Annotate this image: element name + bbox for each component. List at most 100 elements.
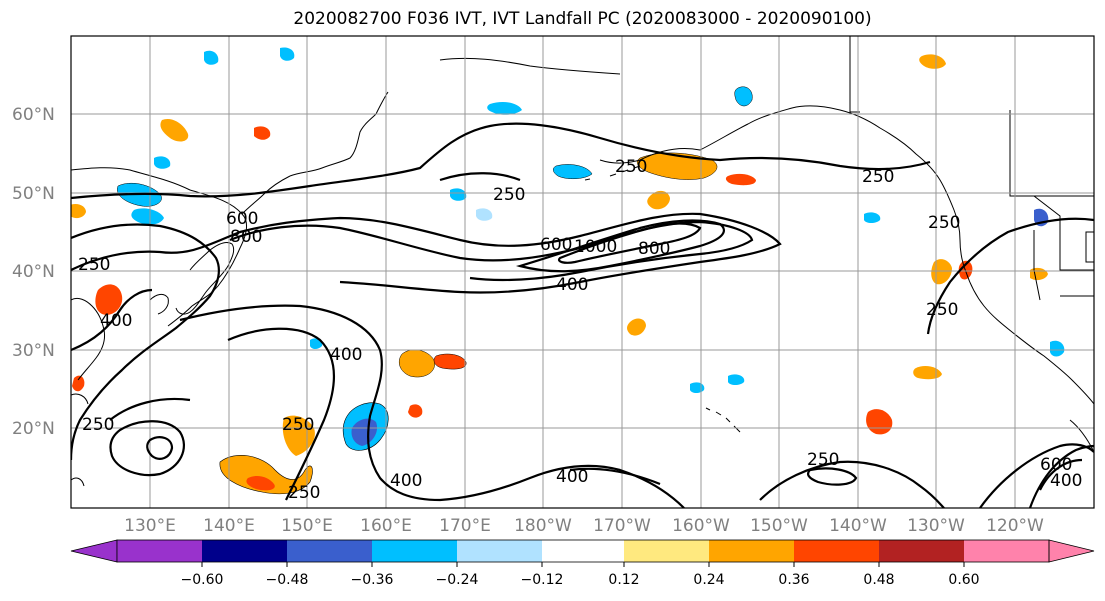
shade-blob <box>734 86 753 107</box>
border <box>1085 231 1094 263</box>
colorbar-tick-label: 0.60 <box>948 572 979 588</box>
shade-blob <box>95 284 123 315</box>
contour-label: 250 <box>807 450 839 470</box>
colorbar-frame <box>116 539 1050 563</box>
coastline <box>439 57 621 75</box>
coastline <box>241 175 291 215</box>
colorbar-segment <box>624 540 709 562</box>
colorbar-tick-label: 0.36 <box>778 572 809 588</box>
colorbar-segment <box>709 540 794 562</box>
lon-label: 160°E <box>360 516 412 536</box>
contour-label: 400 <box>390 471 422 491</box>
lat-label-60n: 60°N <box>12 105 55 125</box>
colorbar-tick-label: 0.12 <box>608 572 639 588</box>
coastlines <box>71 36 1094 487</box>
border <box>1010 195 1094 271</box>
map-title: 2020082700 F036 IVT, IVT Landfall PC (20… <box>293 9 872 29</box>
contour-250 <box>569 467 661 486</box>
lat-label-50n: 50°N <box>12 184 55 204</box>
lon-label: 150°E <box>281 516 333 536</box>
shade-blob <box>433 353 467 370</box>
contour-400 <box>71 212 782 294</box>
colorbar-segment <box>542 540 624 562</box>
contour-250 <box>926 217 1094 335</box>
lon-label: 140°E <box>203 516 255 536</box>
contour-250 <box>109 397 191 421</box>
shade-blob <box>647 190 670 210</box>
coastline <box>705 407 741 433</box>
contour-250 <box>71 223 220 461</box>
lat-label-40n: 40°N <box>12 262 55 282</box>
colorbar-tick-label: −0.60 <box>181 572 224 588</box>
coastline <box>71 393 89 405</box>
shade-blob <box>408 404 423 418</box>
contour-400 <box>179 304 685 508</box>
contour-400 <box>71 288 153 352</box>
contour-label: 600 <box>1040 455 1072 475</box>
shade-blob <box>351 418 378 446</box>
lon-label: 180°W <box>514 516 572 536</box>
coastline <box>1069 419 1094 453</box>
contour-250 <box>759 460 945 508</box>
coastline <box>289 91 389 177</box>
contour-label: 600 <box>226 209 258 229</box>
contour-250 <box>227 327 336 501</box>
lat-label-30n: 30°N <box>12 341 55 361</box>
shade-blob <box>160 118 189 142</box>
contour-label: 400 <box>556 467 588 487</box>
colorbar-tick-label: 0.48 <box>863 572 894 588</box>
contour-label: 400 <box>100 311 132 331</box>
shade-blob <box>553 164 593 179</box>
colorbar-segment <box>879 540 964 562</box>
colorbar-tick-label: −0.48 <box>266 572 309 588</box>
colorbar-arrow-low <box>70 539 118 563</box>
contour-label: 1000 <box>574 237 617 257</box>
contour-1000 <box>146 436 174 460</box>
contour-label: 250 <box>928 213 960 233</box>
contour-600 <box>1039 458 1083 491</box>
border <box>1033 230 1041 301</box>
shade-blob <box>1050 340 1065 357</box>
shade-blob <box>154 156 171 169</box>
shade-blob <box>637 152 718 180</box>
latitude-axis: 60°N 50°N 40°N 30°N 20°N <box>12 105 55 439</box>
colorbar-tick-label: −0.24 <box>436 572 479 588</box>
contour-800 <box>515 219 725 273</box>
shade-blob <box>864 212 881 223</box>
shade-blob <box>280 47 295 61</box>
contour-label: 250 <box>926 300 958 320</box>
lon-label: 130°E <box>124 516 176 536</box>
contour-250 <box>71 122 931 200</box>
contour-400 <box>1028 444 1094 508</box>
lon-label: 150°W <box>750 516 808 536</box>
lat-label-20n: 20°N <box>12 419 55 439</box>
lon-label: 170°W <box>593 516 651 536</box>
coastline <box>584 165 641 181</box>
contour-250 <box>807 467 858 486</box>
contour-label: 400 <box>330 345 362 365</box>
lon-label: 120°W <box>986 516 1044 536</box>
contour-1000 <box>557 222 702 264</box>
contour-label: 250 <box>282 415 314 435</box>
shade-blob <box>310 338 323 349</box>
contour-label: 250 <box>493 185 525 205</box>
contour-label: 800 <box>638 239 670 259</box>
lon-label: 170°E <box>439 516 491 536</box>
shade-blob <box>204 50 219 65</box>
shade-blob <box>254 126 271 140</box>
shade-blob <box>728 374 745 385</box>
shade-blob <box>246 476 275 491</box>
longitude-axis: 130°E 140°E 150°E 160°E 170°E 180°W 170°… <box>124 516 1044 536</box>
colorbar-tick-label: −0.36 <box>351 572 394 588</box>
contour-label: 400 <box>556 275 588 295</box>
coastline <box>149 293 169 315</box>
contour-label: 250 <box>78 255 110 275</box>
colorbar-tick-label: 0.24 <box>693 572 724 588</box>
map-contents: 250 250 250 250 250 250 250 250 250 250 … <box>71 36 1094 508</box>
coastline <box>599 159 641 164</box>
shade-blob <box>919 54 946 69</box>
colorbar-segment <box>117 540 202 562</box>
colorbar-segment <box>794 540 879 562</box>
shade-blob <box>219 455 313 495</box>
shade-blob <box>71 203 86 219</box>
